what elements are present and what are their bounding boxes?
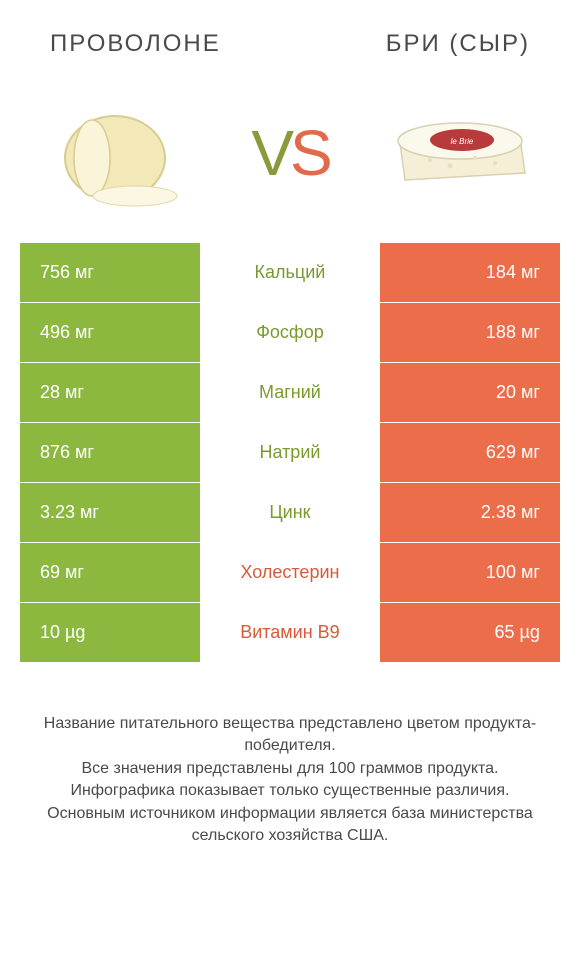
cell-left: 876 мг — [20, 423, 200, 482]
cell-left: 69 мг — [20, 543, 200, 602]
title-left: ПРОВОЛОНЕ — [50, 30, 221, 58]
comparison-table: 756 мг Кальций 184 мг 496 мг Фосфор 188 … — [20, 243, 560, 663]
vs-v: V — [251, 117, 290, 189]
footer-line: Основным источником информации является … — [40, 803, 540, 848]
cell-mid: Фосфор — [200, 303, 380, 362]
svg-text:le Brie: le Brie — [451, 137, 474, 146]
cell-right: 188 мг — [380, 303, 560, 362]
provolone-image — [40, 98, 200, 208]
cell-mid: Кальций — [200, 243, 380, 302]
cell-right: 20 мг — [380, 363, 560, 422]
footer-notes: Название питательного вещества представл… — [20, 663, 560, 847]
table-row: 10 µg Витамин B9 65 µg — [20, 603, 560, 663]
table-row: 28 мг Магний 20 мг — [20, 363, 560, 423]
cell-left: 3.23 мг — [20, 483, 200, 542]
images-row: VS le Brie — [20, 88, 560, 243]
cell-left: 10 µg — [20, 603, 200, 662]
table-row: 876 мг Натрий 629 мг — [20, 423, 560, 483]
cell-mid: Витамин B9 — [200, 603, 380, 662]
cell-mid: Натрий — [200, 423, 380, 482]
cell-right: 629 мг — [380, 423, 560, 482]
cell-mid: Магний — [200, 363, 380, 422]
footer-line: Название питательного вещества представл… — [40, 713, 540, 758]
cell-left: 28 мг — [20, 363, 200, 422]
infographic-container: ПРОВОЛОНЕ БРИ (СЫР) VS le Brie — [0, 0, 580, 964]
header-row: ПРОВОЛОНЕ БРИ (СЫР) — [20, 30, 560, 88]
cell-right: 65 µg — [380, 603, 560, 662]
table-row: 496 мг Фосфор 188 мг — [20, 303, 560, 363]
vs-s: S — [290, 117, 329, 189]
table-row: 756 мг Кальций 184 мг — [20, 243, 560, 303]
cell-right: 100 мг — [380, 543, 560, 602]
brie-image: le Brie — [380, 98, 540, 208]
table-row: 3.23 мг Цинк 2.38 мг — [20, 483, 560, 543]
vs-label: VS — [251, 116, 328, 190]
footer-line: Инфографика показывает только существенн… — [40, 780, 540, 802]
cell-left: 756 мг — [20, 243, 200, 302]
footer-line: Все значения представлены для 100 граммо… — [40, 758, 540, 780]
cell-mid: Цинк — [200, 483, 380, 542]
table-row: 69 мг Холестерин 100 мг — [20, 543, 560, 603]
title-right: БРИ (СЫР) — [386, 30, 530, 58]
cell-left: 496 мг — [20, 303, 200, 362]
cell-mid: Холестерин — [200, 543, 380, 602]
cell-right: 184 мг — [380, 243, 560, 302]
cell-right: 2.38 мг — [380, 483, 560, 542]
